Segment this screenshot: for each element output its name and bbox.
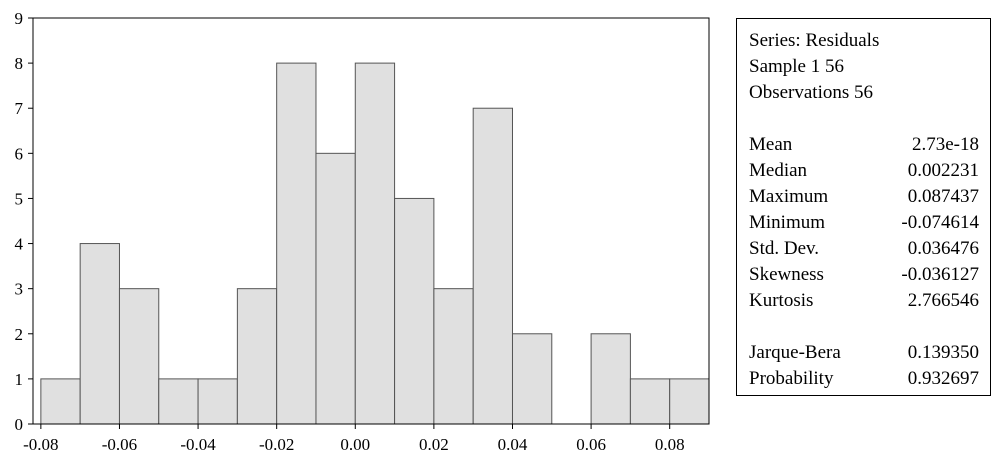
- test-value: 0.139350: [907, 342, 979, 363]
- stat-label: Minimum: [749, 212, 826, 233]
- stat-value: -0.074614: [901, 212, 979, 233]
- histogram-bar: [669, 378, 710, 425]
- stats-spacer: [749, 314, 990, 340]
- histogram-bar: [590, 333, 631, 425]
- stat-row: Kurtosis 2.766546: [749, 288, 990, 314]
- stat-label: Std. Dev.: [749, 238, 820, 259]
- x-tick-label: -0.02: [259, 435, 294, 454]
- histogram-bar: [158, 378, 199, 425]
- y-tick-label: 3: [15, 280, 24, 299]
- test-label: Jarque-Bera: [749, 342, 841, 363]
- test-value: 0.932697: [907, 368, 979, 389]
- stat-value: 0.002231: [907, 160, 979, 181]
- histogram-bar: [511, 333, 553, 425]
- x-tick-label: 0.06: [576, 435, 606, 454]
- plot-frame: [32, 17, 710, 425]
- observations-count: Observations 56: [749, 82, 874, 103]
- stat-value: 0.087437: [907, 186, 979, 207]
- stat-row: Std. Dev. 0.036476: [749, 236, 990, 262]
- test-row: Probability 0.932697: [749, 366, 990, 392]
- x-tick-label: -0.06: [102, 435, 137, 454]
- stat-label: Median: [749, 160, 808, 181]
- histogram-bar: [79, 243, 120, 425]
- stat-label: Skewness: [749, 264, 824, 285]
- stat-label: Kurtosis: [749, 290, 814, 311]
- y-tick-label: 1: [15, 370, 24, 389]
- histogram-bar: [236, 288, 278, 425]
- normality-test-table: Jarque-Bera 0.139350 Probability 0.932697: [749, 340, 990, 392]
- y-tick-label: 5: [15, 189, 24, 208]
- stat-row: Skewness -0.036127: [749, 262, 990, 288]
- stat-row: Maximum 0.087437: [749, 184, 990, 210]
- y-tick-label: 6: [15, 144, 24, 163]
- y-tick-label: 4: [15, 235, 24, 254]
- histogram-bar: [472, 107, 513, 425]
- x-tick-label: -0.08: [23, 435, 58, 454]
- stat-label: Maximum: [749, 186, 829, 207]
- stat-row: Minimum -0.074614: [749, 210, 990, 236]
- x-tick-label: 0.02: [419, 435, 449, 454]
- histogram-bars: [40, 62, 710, 425]
- x-tick-label: -0.04: [180, 435, 216, 454]
- histogram-bar: [315, 152, 356, 425]
- x-axis: -0.08 -0.06 -0.04 -0.02 0.00 0.02 0.04 0.06 0.08: [23, 424, 685, 454]
- stats-spacer: [749, 106, 990, 132]
- stat-row: Mean 2.73e-18: [749, 132, 990, 158]
- histogram-bar: [354, 62, 396, 425]
- histogram-bar: [433, 288, 474, 425]
- y-tick-label: 7: [15, 99, 24, 118]
- y-tick-label: 2: [15, 325, 24, 344]
- stat-value: 0.036476: [907, 238, 979, 259]
- histogram-bar: [40, 378, 81, 425]
- test-label: Probability: [749, 368, 834, 389]
- histogram-bar: [276, 62, 317, 425]
- histogram-bar: [629, 378, 671, 425]
- x-tick-label: 0.00: [340, 435, 370, 454]
- test-row: Jarque-Bera 0.139350: [749, 340, 990, 366]
- histogram-bar: [118, 288, 160, 425]
- x-tick-label: 0.08: [655, 435, 685, 454]
- y-tick-label: 8: [15, 54, 24, 73]
- y-tick-label: 0: [15, 415, 24, 434]
- sample-range: Sample 1 56: [749, 56, 844, 77]
- y-tick-label: 9: [15, 9, 24, 28]
- stat-row: Median 0.002231: [749, 158, 990, 184]
- stat-label: Mean: [749, 134, 793, 155]
- stat-value: 2.766546: [907, 290, 979, 311]
- series-name: Series: Residuals: [749, 30, 880, 51]
- statistics-box: Series: Residuals Sample 1 56 Observatio…: [736, 18, 991, 396]
- stat-value: -0.036127: [901, 264, 979, 285]
- y-axis: 0 1 2 3 4 5 6 7 8 9: [15, 9, 33, 434]
- histogram-bar: [394, 197, 435, 425]
- histogram-bar: [197, 378, 238, 425]
- stat-value: 2.73e-18: [911, 134, 979, 155]
- histogram-chart: 0 1 2 3 4 5 6 7 8 9 -0.08 -0.06 -0.04 -0.02 0.00 0.02 0…: [15, 9, 710, 454]
- x-tick-label: 0.04: [498, 435, 528, 454]
- stats-table: Mean 2.73e-18 Median 0.002231 Maximum 0.08743…: [749, 132, 990, 314]
